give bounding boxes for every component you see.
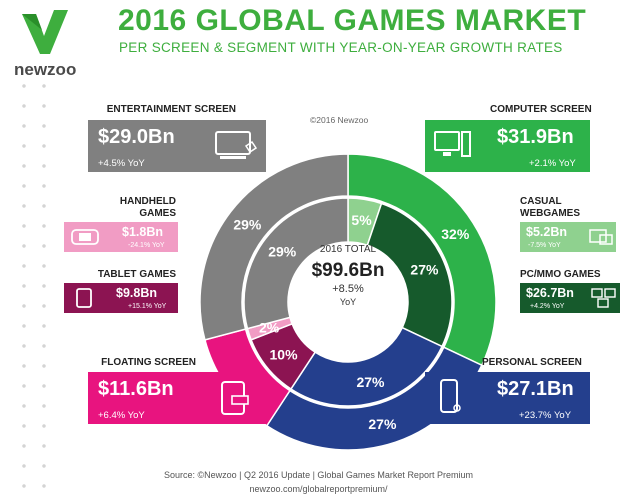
tablet-games-value: $9.8Bn (116, 286, 157, 300)
personal-screen-value: $27.1Bn (497, 378, 574, 400)
handheld-games-value: $1.8Bn (122, 225, 163, 239)
inner-slice-entertainment-screen (243, 197, 349, 330)
pc-mmo-games-title: PC/MMO GAMES (520, 269, 601, 280)
floating-screen-title: FLOATING SCREEN (101, 357, 196, 368)
source-note: Source: ©Newzoo | Q2 2016 Update | Globa… (164, 470, 473, 480)
newzoo-logo-icon (22, 10, 68, 54)
computer-screen-box: $31.9Bn +2.1% YoY (425, 120, 590, 172)
inner-slice-label-pc-mmo-games: 27% (410, 262, 439, 278)
center-total-label: 2016 TOTAL (320, 244, 377, 255)
desktop-computer-icon (434, 131, 471, 157)
inner-slice-label-personal-screen: 27% (356, 374, 385, 390)
outer-slice-computer-screen (347, 153, 497, 367)
outer-slice-label-entertainment-screen: 29% (233, 217, 262, 233)
handheld-games-yoy: -24.1% YoY (128, 242, 165, 249)
outer-slice-label-computer-screen: 32% (441, 226, 470, 242)
personal-screen-box: $27.1Bn +23.7% YoY (425, 372, 590, 424)
casual-webgames-value: $5.2Bn (526, 225, 567, 239)
copyright-note: ©2016 Newzoo (310, 115, 369, 125)
floating-screen-yoy: +6.4% YoY (98, 410, 145, 421)
entertainment-screen-value: $29.0Bn (98, 126, 175, 148)
casual-webgames-yoy: -7.5% YoY (528, 242, 561, 249)
tablet-device-icon (221, 381, 249, 415)
casual-webgames-title-line2: WEBGAMES (520, 208, 580, 219)
entertainment-screen-yoy: +4.5% YoY (98, 158, 145, 169)
center-total-value: $99.6Bn (312, 260, 385, 281)
handheld-games-box: $1.8Bn -24.1% YoY (64, 222, 178, 252)
tablet-icon (76, 288, 92, 308)
computer-screen-value: $31.9Bn (497, 126, 574, 148)
casual-webgames-box: $5.2Bn -7.5% YoY (520, 222, 616, 252)
brand-name: newzoo (14, 60, 77, 79)
inner-slice-pc-mmo-games (366, 202, 453, 348)
tablet-games-title: TABLET GAMES (97, 269, 176, 280)
source-url: newzoo.com/globalreportpremium/ (249, 484, 388, 494)
personal-screen-title: PERSONAL SCREEN (482, 357, 582, 368)
floating-screen-box: $11.6Bn +6.4% YoY (88, 372, 266, 424)
center-total-growth: +8.5% (332, 283, 364, 295)
entertainment-screen-box: $29.0Bn +4.5% YoY (88, 120, 266, 172)
tv-icon (215, 131, 258, 159)
floating-screen-value: $11.6Bn (98, 378, 174, 400)
outer-slice-entertainment-screen (199, 153, 349, 341)
page-title: 2016 GLOBAL GAMES MARKET (118, 4, 587, 37)
handheld-games-title-line2: GAMES (139, 208, 176, 219)
page-subtitle: PER SCREEN & SEGMENT WITH YEAR-ON-YEAR G… (119, 40, 563, 55)
tablet-games-box: $9.8Bn +15.1% YoY (64, 283, 178, 313)
networked-pcs-icon (591, 288, 616, 308)
inner-slice-personal-screen (289, 326, 444, 407)
smartphone-icon (440, 379, 461, 413)
tablet-games-yoy: +15.1% YoY (128, 303, 167, 310)
outer-slice-label-personal-screen: 27% (368, 416, 397, 432)
decorative-dot-grid (14, 76, 54, 496)
computer-screen-title: COMPUTER SCREEN (490, 104, 592, 115)
pc-mmo-games-value: $26.7Bn (526, 286, 574, 300)
handheld-console-icon (71, 229, 99, 245)
handheld-games-title-line1: HANDHELD (119, 196, 176, 207)
center-total-growth-unit: YoY (340, 297, 356, 307)
inner-slice-label-handheld-games: 2% (259, 320, 280, 336)
personal-screen-yoy: +23.7% YoY (519, 410, 572, 421)
inner-slice-label-casual-webgames: 5% (351, 212, 372, 228)
computer-screen-yoy: +2.1% YoY (529, 158, 576, 169)
entertainment-screen-title: ENTERTAINMENT SCREEN (106, 104, 236, 115)
pc-mmo-games-yoy: +4.2% YoY (530, 303, 565, 310)
web-browser-icon (589, 229, 613, 245)
pc-mmo-games-box: $26.7Bn +4.2% YoY (520, 283, 620, 313)
inner-slice-label-entertainment-screen: 29% (268, 243, 297, 259)
casual-webgames-title-line1: CASUAL (520, 196, 562, 207)
inner-slice-label-tablet-games: 10% (270, 346, 299, 362)
